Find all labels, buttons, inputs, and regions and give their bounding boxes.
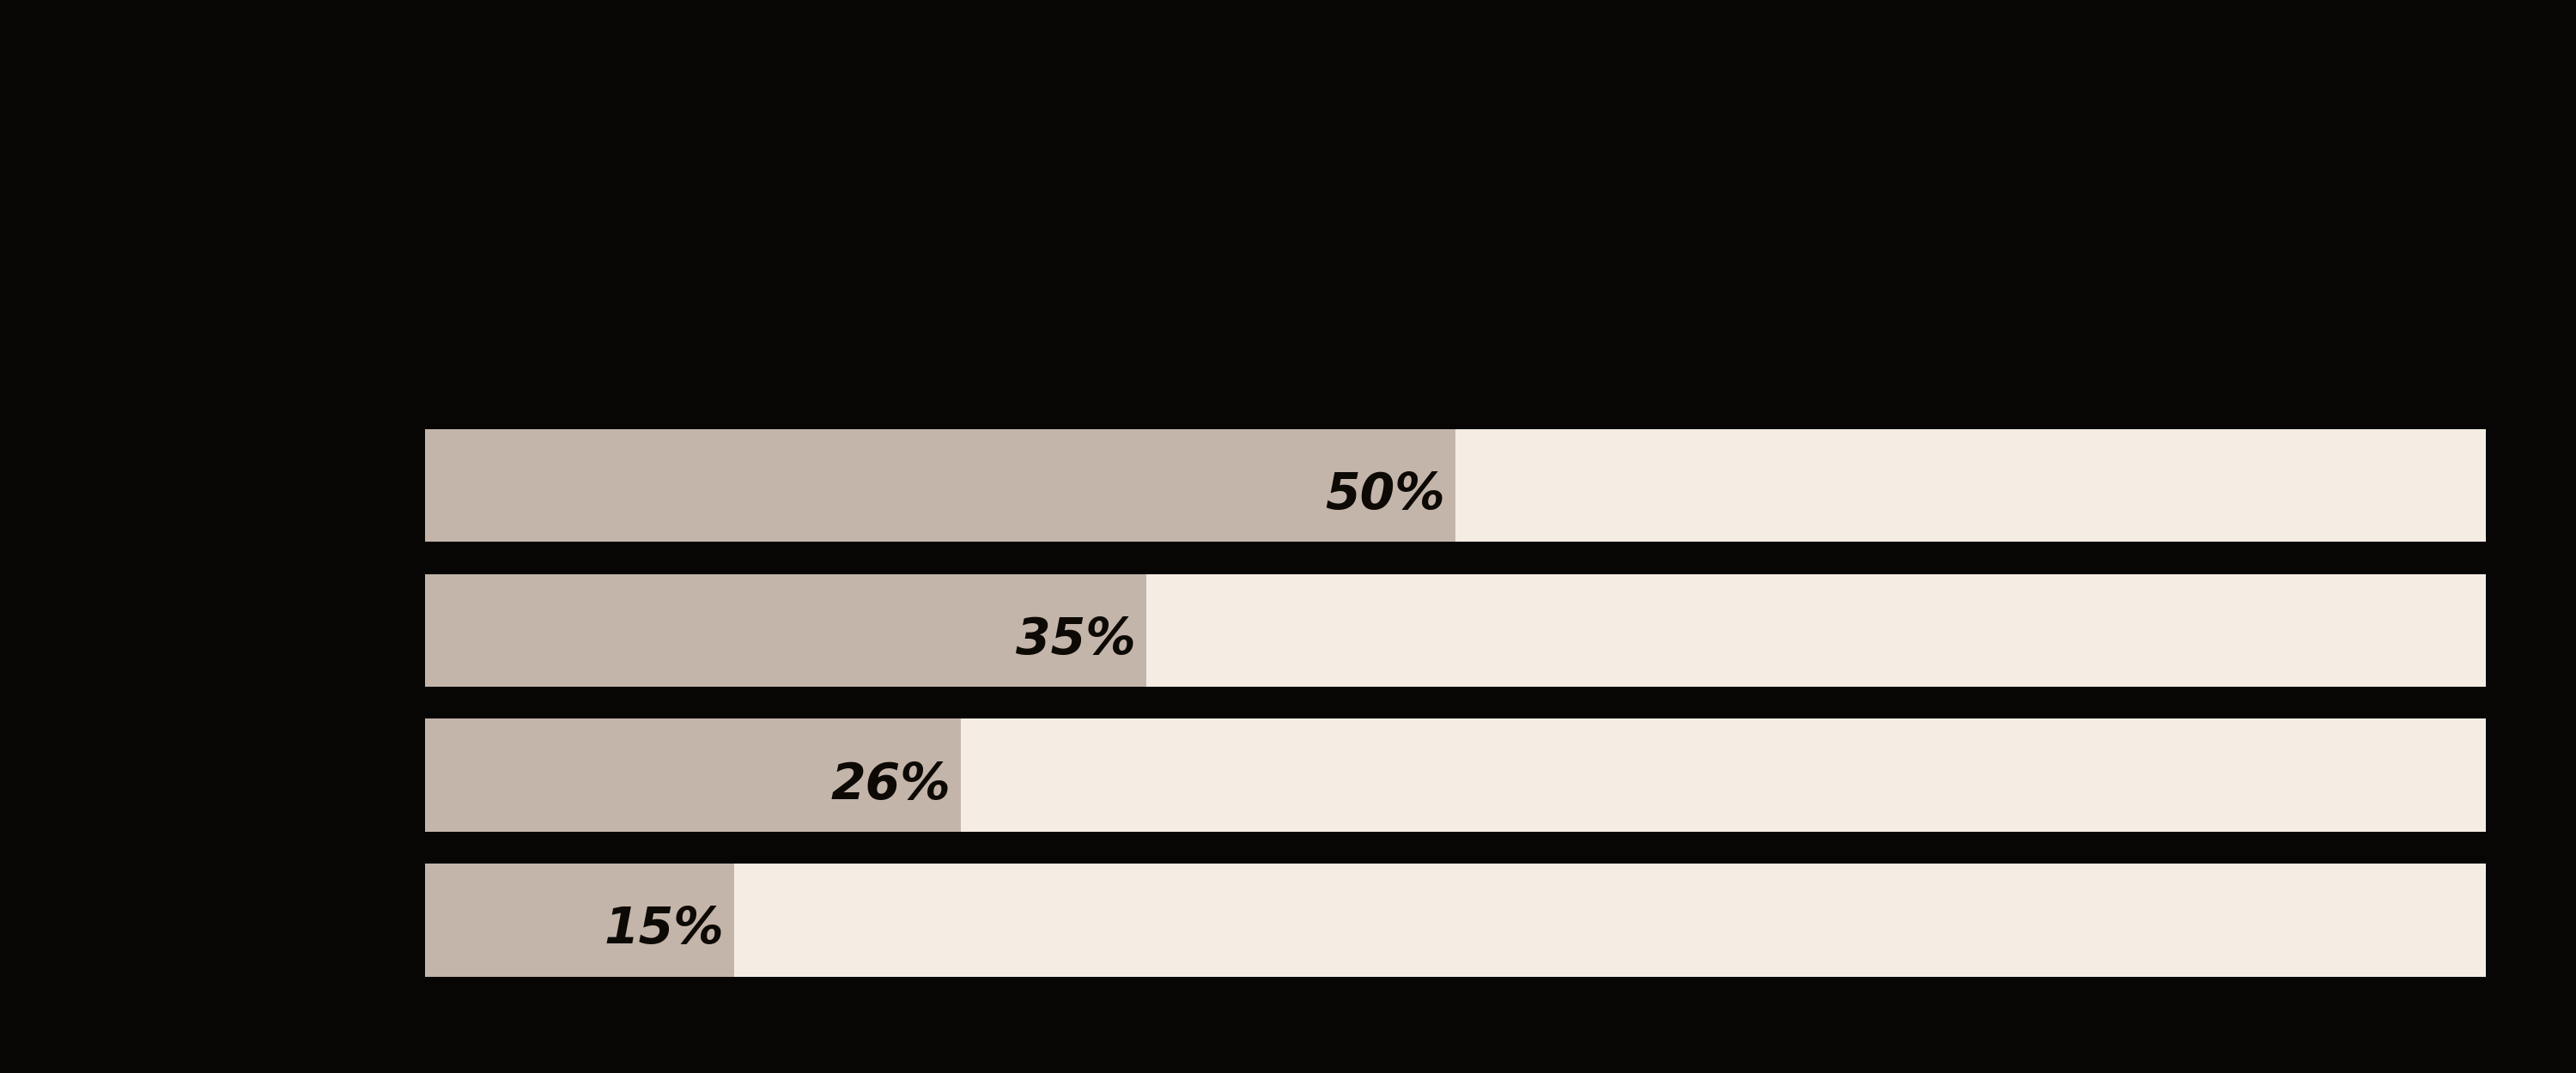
Text: 50%: 50% [1324,470,1445,519]
Bar [425,429,2486,542]
Text: 35%: 35% [1015,615,1136,664]
Bar [425,719,961,832]
Bar [425,574,1146,687]
Bar [425,574,2486,687]
Bar [425,864,734,976]
Bar [425,719,2486,832]
Bar [425,429,1455,542]
Text: 15%: 15% [603,905,724,954]
Text: 26%: 26% [829,760,951,809]
Bar [425,864,2486,976]
